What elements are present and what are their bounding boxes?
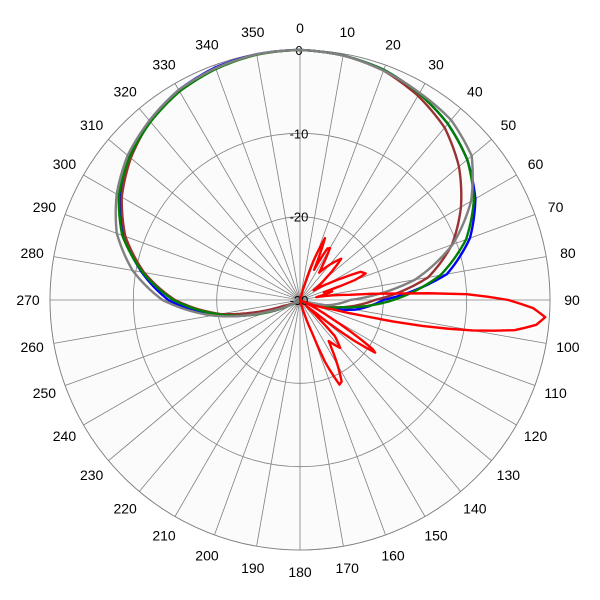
grid-spoke (299, 299, 426, 517)
grid-spoke (53, 256, 301, 301)
radial-label: -10 (290, 126, 309, 141)
grid-spoke (138, 108, 301, 301)
radial-label: -20 (290, 210, 309, 225)
angle-label: 330 (152, 56, 176, 72)
angle-label: 30 (428, 56, 444, 72)
angle-label: 310 (80, 117, 104, 133)
grid-spoke (299, 83, 426, 301)
grid-spoke (214, 299, 301, 536)
grid-ring (132, 132, 468, 468)
angle-label: 180 (288, 564, 312, 580)
grid-spoke (299, 299, 536, 386)
angle-label: 10 (339, 24, 355, 40)
grid-spoke (299, 53, 344, 301)
grid-spoke (256, 299, 301, 547)
angle-label: 140 (463, 500, 487, 516)
grid-spoke (256, 53, 301, 301)
angle-label: 230 (80, 467, 104, 483)
angle-label: 340 (195, 36, 219, 52)
grid-spoke (299, 299, 462, 492)
angle-label: 150 (424, 528, 448, 544)
grid-spoke (83, 299, 301, 426)
grid-spoke (299, 299, 344, 547)
angle-label: 240 (53, 428, 77, 444)
angle-label: 70 (548, 199, 564, 215)
angle-label: 100 (556, 339, 580, 355)
angle-label: 0 (296, 20, 304, 36)
grid-spokes (50, 50, 550, 550)
series-group (114, 48, 547, 386)
grid-spoke (214, 64, 301, 301)
angle-label: 130 (497, 467, 521, 483)
angle-label: 320 (113, 84, 137, 100)
angle-label: 280 (20, 245, 44, 261)
grid-spoke (299, 256, 547, 301)
angle-label: 120 (524, 428, 548, 444)
angle-label: 270 (16, 292, 40, 308)
angle-labels: 0 10 20 30 40 50 60 70 80 90 100 110 120 130 140 150 160… (16, 20, 580, 580)
angle-label: 90 (564, 292, 580, 308)
angle-label: 290 (33, 199, 57, 215)
angle-label: 170 (336, 560, 360, 576)
grid-spoke (64, 214, 301, 301)
angle-label: 50 (501, 117, 517, 133)
angle-label: 20 (385, 36, 401, 52)
angle-label: 350 (241, 24, 265, 40)
grid-spoke (108, 138, 301, 301)
grid-spoke (174, 299, 301, 517)
grid-spoke (53, 299, 301, 344)
grid-spoke (138, 299, 301, 492)
angle-label: 210 (152, 528, 176, 544)
series-line-5 (298, 236, 547, 386)
angle-label: 260 (20, 339, 44, 355)
angle-label: 110 (544, 385, 567, 401)
angle-label: 220 (113, 500, 137, 516)
angle-label: 160 (381, 548, 405, 564)
angle-label: 60 (528, 156, 544, 172)
grid-spoke (174, 83, 301, 301)
angle-label: 200 (195, 548, 219, 564)
angle-label: 300 (53, 156, 77, 172)
grid-spoke (108, 299, 301, 462)
angle-label: 80 (560, 245, 576, 261)
angle-label: 250 (33, 385, 57, 401)
angle-label: 190 (241, 560, 265, 576)
angle-label: 40 (467, 84, 483, 100)
